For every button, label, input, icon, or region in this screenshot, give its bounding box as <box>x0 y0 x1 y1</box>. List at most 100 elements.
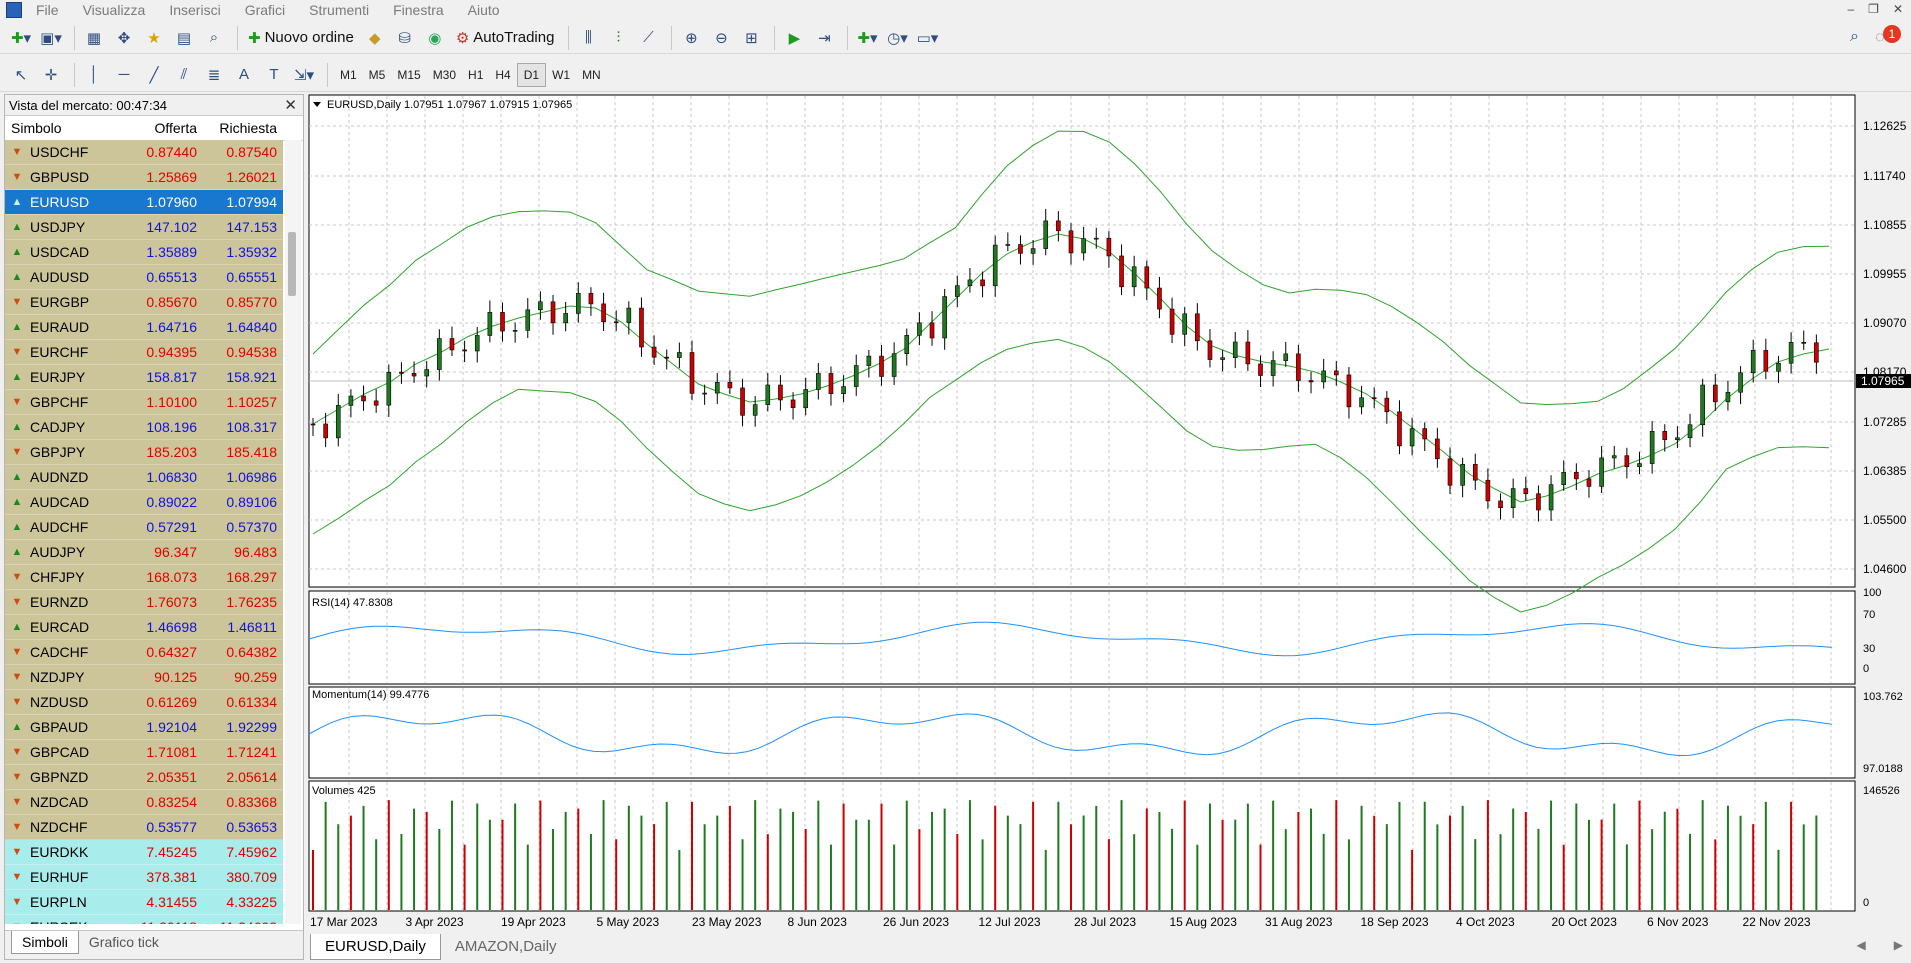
market-watch-row[interactable]: ▼ EURHUF 378.381 380.709 <box>5 865 283 890</box>
market-watch-row[interactable]: ▼ NZDCAD 0.83254 0.83368 <box>5 790 283 815</box>
market-watch-icon[interactable]: ▦ <box>86 29 102 47</box>
menu-view[interactable]: Visualizza <box>82 2 146 18</box>
ask-column-header[interactable]: Richiesta <box>219 120 277 136</box>
market-watch-row[interactable]: ▼ CADCHF 0.64327 0.64382 <box>5 640 283 665</box>
close-icon[interactable]: ✕ <box>1892 2 1903 16</box>
market-watch-row[interactable]: ▼ CHFJPY 168.073 168.297 <box>5 565 283 590</box>
tester-icon[interactable]: ⌕ <box>209 29 219 46</box>
symbol-column-header[interactable]: Simbolo <box>11 120 62 136</box>
periods-icon[interactable]: ◷▾ <box>887 29 908 47</box>
eurusd-chart[interactable]: 1.126251.117401.108551.099551.090701.081… <box>308 94 1911 932</box>
chart-shift-icon[interactable]: ⇥ <box>818 29 831 47</box>
new-chart-icon[interactable]: ✚ ▾ <box>10 29 32 47</box>
market-watch-row[interactable]: ▼ EURPLN 4.31455 4.33225 <box>5 890 283 915</box>
metaeditor-icon[interactable]: ◆ <box>369 29 381 47</box>
timeframe-d1[interactable]: D1 <box>516 62 547 87</box>
tab-tick-chart[interactable]: Grafico tick <box>88 934 159 950</box>
navigator-icon[interactable]: ★ <box>147 29 161 47</box>
market-watch-row[interactable]: ▲ EURAUD 1.64716 1.64840 <box>5 315 283 340</box>
new-order-button[interactable]: ✚ Nuovo ordine <box>244 25 358 51</box>
auto-scroll-icon[interactable]: ▶ <box>788 29 801 47</box>
timeframe-m30[interactable]: M30 <box>432 67 457 82</box>
signals-icon[interactable]: ◉ <box>428 29 442 47</box>
bid-column-header[interactable]: Offerta <box>154 120 197 136</box>
scrollbar-thumb[interactable] <box>288 232 296 296</box>
trendline-icon[interactable]: ╱ <box>149 66 159 84</box>
cursor-icon[interactable]: ↖ <box>14 66 28 84</box>
market-watch-row[interactable]: ▼ NZDCHF 0.53577 0.53653 <box>5 815 283 840</box>
menu-insert[interactable]: Inserisci <box>169 2 221 18</box>
zoom-in-icon[interactable]: ⊕ <box>685 29 698 47</box>
market-watch-row[interactable]: ▲ EURJPY 158.817 158.921 <box>5 365 283 390</box>
line-chart-icon[interactable]: ⟋ <box>643 29 654 46</box>
crosshair-icon[interactable]: ✛ <box>44 66 58 84</box>
market-watch-row[interactable]: ▲ AUDNZD 1.06830 1.06986 <box>5 465 283 490</box>
timeframe-h4[interactable]: H4 <box>495 67 511 82</box>
autotrading-button[interactable]: ⚙ AutoTrading <box>452 25 559 51</box>
market-watch-row[interactable]: ▲ GBPAUD 1.92104 1.92299 <box>5 715 283 740</box>
candlestick-icon[interactable]: ⫶ <box>616 29 621 46</box>
market-watch-row[interactable]: ▲ USDJPY 147.102 147.153 <box>5 215 283 240</box>
templates-icon[interactable]: ▭▾ <box>916 29 939 47</box>
market-watch-row[interactable]: ▼ EURSEK 11.2011811.24602 <box>5 915 283 924</box>
text-label-icon[interactable]: T <box>269 66 279 83</box>
vertical-line-icon[interactable]: │ <box>89 66 99 83</box>
market-watch-row[interactable]: ▼ GBPNZD 2.05351 2.05614 <box>5 765 283 790</box>
scroll-left-icon[interactable]: ◀ <box>1856 938 1866 952</box>
market-watch-row[interactable]: ▲ EURUSD 1.07960 1.07994 <box>5 190 283 215</box>
timeframe-m5[interactable]: M5 <box>368 67 386 82</box>
market-watch-row[interactable]: ▲ AUDUSD 0.65513 0.65551 <box>5 265 283 290</box>
market-watch-row[interactable]: ▲ USDCAD 1.35889 1.35932 <box>5 240 283 265</box>
market-watch-row[interactable]: ▼ GBPCAD 1.71081 1.71241 <box>5 740 283 765</box>
tab-amazon-daily[interactable]: AMAZON,Daily <box>454 938 557 955</box>
market-watch-row[interactable]: ▼ GBPJPY 185.203 185.418 <box>5 440 283 465</box>
minimize-icon[interactable]: – <box>1847 2 1855 16</box>
market-watch-row[interactable]: ▲ AUDCHF 0.57291 0.57370 <box>5 515 283 540</box>
horizontal-line-icon[interactable]: ─ <box>118 66 130 83</box>
chart-window[interactable]: 1.12625 1.11740 1.10855 1.09955 1.09070 1.081… <box>308 94 1911 960</box>
close-icon[interactable]: ✕ <box>284 97 297 114</box>
timeframe-m15[interactable]: M15 <box>397 67 421 82</box>
text-icon[interactable]: A <box>238 66 249 83</box>
arrows-icon[interactable]: ⇲▾ <box>293 66 315 84</box>
bar-chart-icon[interactable]: ⫼ <box>584 29 592 46</box>
market-watch-row[interactable]: ▼ NZDJPY 90.125 90.259 <box>5 665 283 690</box>
indicators-icon[interactable]: ✚ ▾ <box>857 29 878 47</box>
zoom-out-icon[interactable]: ⊖ <box>715 29 728 47</box>
timeframe-w1[interactable]: W1 <box>552 67 571 82</box>
channel-icon[interactable]: ⫽ <box>180 66 188 83</box>
market-watch-row[interactable]: ▲ EURCAD 1.46698 1.46811 <box>5 615 283 640</box>
data-window-icon[interactable]: ✥ <box>117 29 131 47</box>
market-watch-row[interactable]: ▼ GBPUSD 1.25869 1.26021 <box>5 165 283 190</box>
profiles-icon[interactable]: ▣▾ <box>40 29 62 47</box>
market-watch-row[interactable]: ▼ GBPCHF 1.10100 1.10257 <box>5 390 283 415</box>
fibonacci-icon[interactable]: ≣ <box>207 66 221 84</box>
timeframe-m1[interactable]: M1 <box>340 67 357 82</box>
mql5-icon[interactable]: ⛁ <box>398 29 412 47</box>
timeframe-h1[interactable]: H1 <box>468 67 484 82</box>
market-watch-row[interactable]: ▲ CADJPY 108.196 108.317 <box>5 415 283 440</box>
menu-charts[interactable]: Grafici <box>244 2 286 18</box>
menu-window[interactable]: Finestra <box>393 2 444 18</box>
market-watch-row[interactable]: ▲ AUDJPY 96.347 96.483 <box>5 540 283 565</box>
market-watch-row[interactable]: ▼ EURDKK 7.45245 7.45962 <box>5 840 283 865</box>
market-watch-row[interactable]: ▼ NZDUSD 0.61269 0.61334 <box>5 690 283 715</box>
menu-file[interactable]: File <box>36 2 59 18</box>
notifications-button[interactable]: ◌ 1 <box>1875 25 1901 49</box>
market-watch-row[interactable]: ▼ EURCHF 0.94395 0.94538 <box>5 340 283 365</box>
tab-eurusd-daily[interactable]: EURUSD,Daily <box>310 934 441 960</box>
search-icon[interactable]: ⌕ <box>1850 28 1859 45</box>
restore-icon[interactable]: ❐ <box>1868 2 1879 16</box>
menu-tools[interactable]: Strumenti <box>309 2 370 18</box>
tab-symbols[interactable]: Simboli <box>11 931 79 954</box>
timeframe-mn[interactable]: MN <box>582 67 601 82</box>
market-watch-row[interactable]: ▼ EURGBP 0.85670 0.85770 <box>5 290 283 315</box>
market-watch-row[interactable]: ▼ USDCHF 0.87440 0.87540 <box>5 140 283 165</box>
menu-help[interactable]: Aiuto <box>467 2 500 18</box>
tile-windows-icon[interactable]: ⊞ <box>745 29 758 47</box>
scroll-right-icon[interactable]: ▶ <box>1893 938 1903 952</box>
market-watch-scrollbar[interactable] <box>285 140 301 924</box>
market-watch-row[interactable]: ▲ AUDCAD 0.89022 0.89106 <box>5 490 283 515</box>
market-watch-row[interactable]: ▼ EURNZD 1.76073 1.76235 <box>5 590 283 615</box>
terminal-icon[interactable]: ▤ <box>176 29 192 47</box>
